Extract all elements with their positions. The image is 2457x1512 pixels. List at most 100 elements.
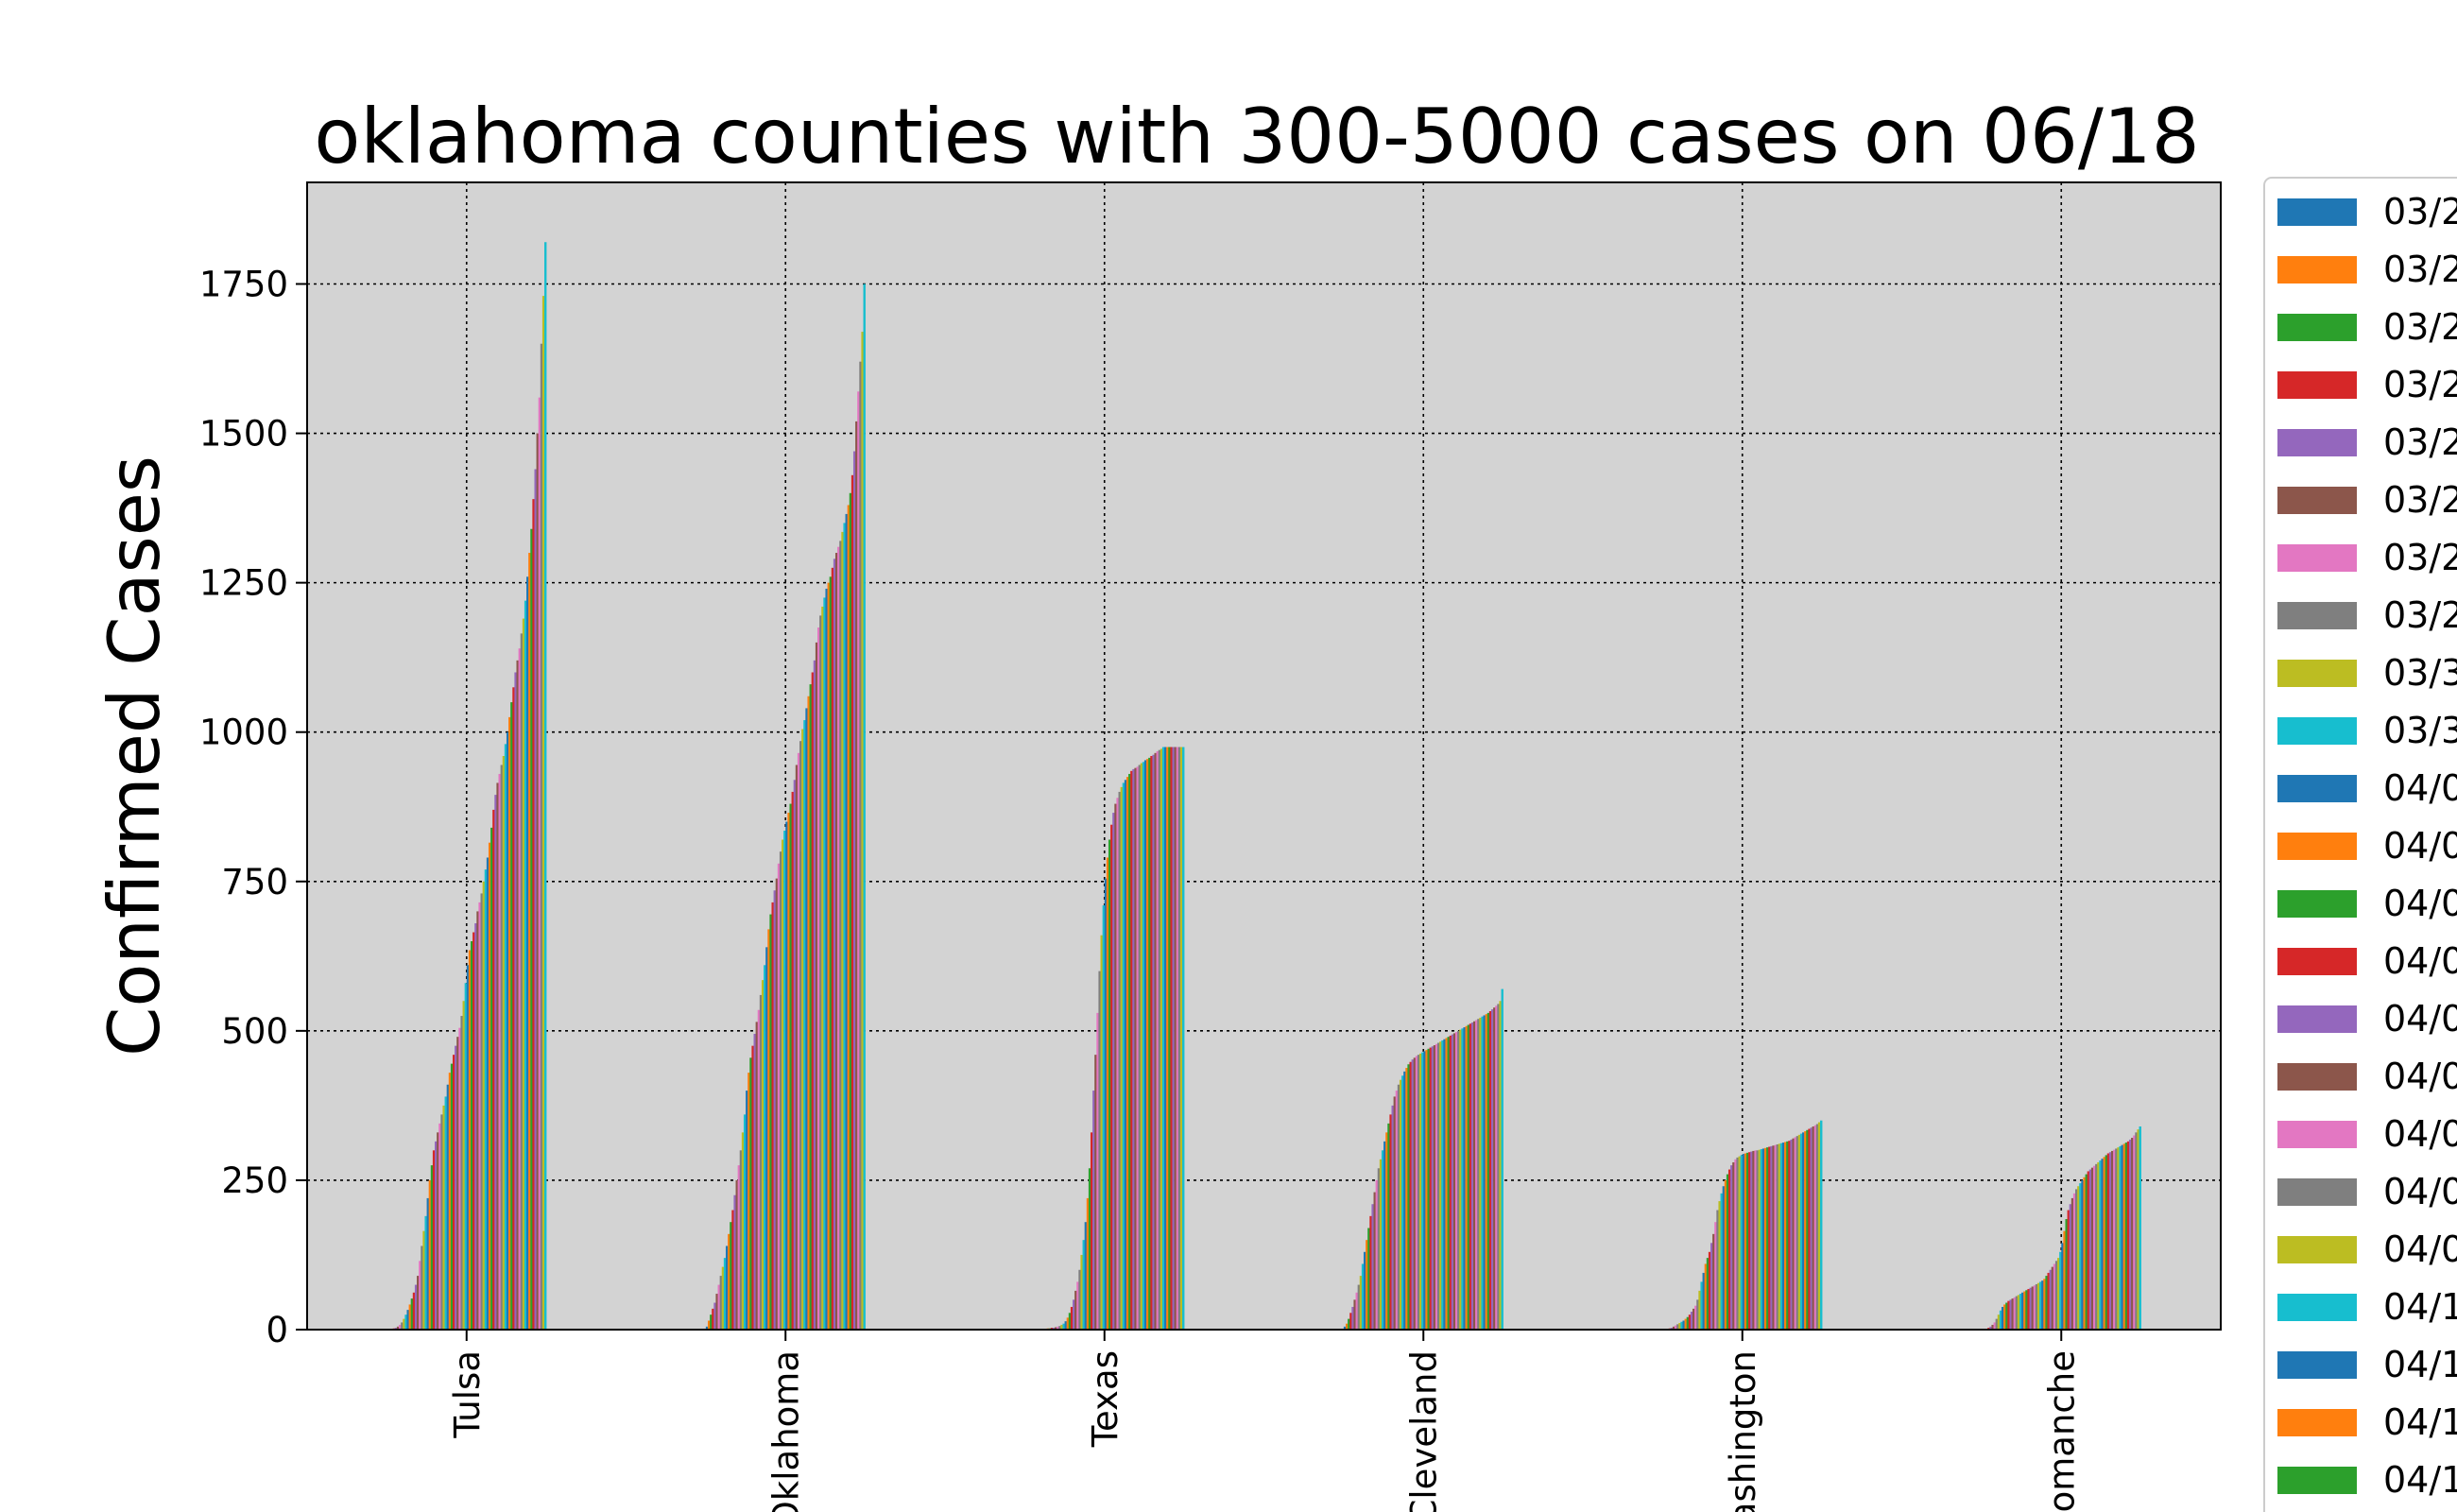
bar xyxy=(859,361,862,1331)
bar xyxy=(480,893,483,1330)
bar xyxy=(1371,1204,1374,1330)
bar xyxy=(715,1294,718,1330)
bar xyxy=(1455,1032,1458,1330)
legend-swatch xyxy=(2277,1178,2357,1206)
legend-swatch xyxy=(2277,1063,2357,1091)
bar xyxy=(1817,1122,1821,1330)
bar xyxy=(759,994,763,1330)
bar xyxy=(1712,1233,1715,1330)
bar xyxy=(850,474,854,1330)
bar xyxy=(2117,1147,2120,1330)
bar xyxy=(1710,1243,1713,1330)
bar xyxy=(2067,1210,2070,1330)
bar xyxy=(1170,747,1173,1330)
bar xyxy=(1395,1091,1399,1330)
bar xyxy=(1176,747,1179,1330)
bar xyxy=(827,582,830,1330)
bar-group-comanche xyxy=(1985,1126,2141,1331)
legend-label: 03/2 xyxy=(2383,191,2457,232)
bar xyxy=(2049,1269,2052,1330)
bar xyxy=(1443,1039,1446,1330)
bar xyxy=(1736,1157,1739,1330)
bar xyxy=(1457,1030,1460,1330)
bar-group-texas xyxy=(1042,747,1185,1331)
bar xyxy=(833,558,836,1330)
bar xyxy=(2095,1163,2098,1330)
bar xyxy=(419,1261,421,1330)
bar xyxy=(1796,1136,1799,1330)
bar xyxy=(1114,803,1117,1330)
legend-label: 04/0 xyxy=(2383,1171,2457,1212)
bar xyxy=(2070,1197,2074,1330)
bar xyxy=(782,839,784,1330)
bar xyxy=(2063,1230,2066,1330)
bar xyxy=(1488,1010,1492,1330)
bar xyxy=(1055,1327,1057,1330)
bar xyxy=(2045,1276,2048,1330)
bar xyxy=(435,1141,438,1330)
x-tick-label: Cleveland xyxy=(1403,1350,1444,1512)
bar xyxy=(787,813,790,1330)
bar xyxy=(707,1320,711,1330)
legend-label: 04/1 xyxy=(2383,1286,2457,1328)
y-tick-label: 1000 xyxy=(199,713,288,753)
bar xyxy=(1437,1042,1440,1330)
bar xyxy=(1738,1156,1741,1330)
bar-group-washington xyxy=(1666,1120,1823,1331)
bar xyxy=(1797,1134,1801,1330)
bar xyxy=(2072,1193,2076,1330)
bar xyxy=(765,947,768,1330)
bar xyxy=(2101,1159,2104,1330)
bar xyxy=(1726,1174,1729,1330)
bar xyxy=(777,863,781,1330)
bar xyxy=(1132,768,1135,1330)
bar xyxy=(839,541,842,1331)
bar-group-oklahoma xyxy=(705,284,866,1331)
bar xyxy=(1399,1079,1402,1330)
bar xyxy=(1792,1138,1795,1330)
bar xyxy=(478,902,481,1330)
x-tick-label: Texas xyxy=(1085,1350,1125,1448)
bar xyxy=(863,284,866,1330)
legend-label: 04/0 xyxy=(2383,883,2457,924)
legend-label: 04/0 xyxy=(2383,1113,2457,1155)
bar xyxy=(1702,1272,1705,1330)
bar xyxy=(458,1027,461,1330)
bar xyxy=(2137,1129,2139,1330)
bar xyxy=(2103,1157,2105,1330)
bar xyxy=(775,878,779,1330)
bar xyxy=(466,965,470,1330)
bar xyxy=(2005,1302,2008,1330)
legend-swatch xyxy=(2277,1294,2357,1321)
bar xyxy=(2057,1258,2060,1331)
bar xyxy=(2025,1290,2028,1330)
bar xyxy=(1419,1053,1422,1330)
bar xyxy=(731,1210,734,1330)
bar xyxy=(1760,1149,1763,1330)
bar xyxy=(1421,1052,1424,1330)
bar xyxy=(1366,1240,1368,1330)
legend-label: 04/0 xyxy=(2383,1228,2457,1270)
bar xyxy=(1486,1012,1490,1330)
bar xyxy=(819,615,822,1330)
bar xyxy=(1692,1308,1695,1330)
legend-swatch xyxy=(2277,775,2357,802)
bar xyxy=(1104,878,1108,1330)
bar xyxy=(2113,1149,2116,1330)
bar xyxy=(1472,1021,1476,1330)
bar xyxy=(1084,1222,1088,1330)
bar xyxy=(1770,1145,1773,1330)
y-tick-label: 250 xyxy=(221,1160,288,1201)
bar xyxy=(1722,1186,1726,1330)
bar xyxy=(771,902,774,1330)
bar xyxy=(1477,1019,1480,1330)
bar xyxy=(755,1022,759,1330)
bar xyxy=(2121,1144,2123,1330)
bar xyxy=(1501,988,1503,1330)
bar xyxy=(1754,1150,1757,1330)
bar xyxy=(1734,1159,1737,1330)
bar xyxy=(1804,1131,1807,1330)
x-tick-label: Tulsa xyxy=(447,1350,488,1439)
x-tick-label: Comanche xyxy=(2041,1350,2082,1512)
bar xyxy=(1361,1263,1365,1330)
